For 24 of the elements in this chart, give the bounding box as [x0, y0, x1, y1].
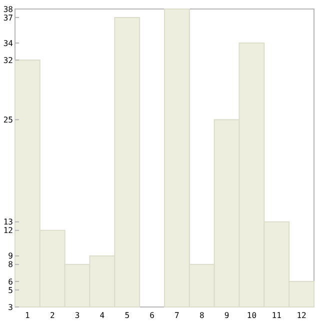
y-tick-label: 5 [8, 286, 14, 295]
x-tick-label: 9 [224, 311, 230, 320]
x-tick-label: 11 [272, 311, 282, 320]
y-tick-label: 12 [3, 226, 14, 236]
x-tick-label: 6 [150, 311, 155, 320]
y-tick-label: 34 [3, 38, 14, 48]
x-tick-label: 5 [124, 311, 130, 320]
y-tick-label: 32 [3, 56, 14, 65]
x-tick-label: 3 [74, 311, 80, 320]
x-tick-label: 1 [25, 311, 30, 320]
y-tick-label: 25 [3, 115, 14, 124]
y-tick-label: 37 [3, 13, 14, 22]
x-tick-label: 10 [246, 311, 257, 320]
x-tick-label: 8 [199, 311, 204, 320]
y-tick-label: 3 [8, 302, 14, 312]
y-tick-label: 6 [8, 277, 14, 286]
y-tick-label: 38 [3, 4, 14, 14]
y-tick-label: 9 [8, 252, 14, 261]
x-tick-label: 2 [50, 311, 55, 320]
x-tick-label: 12 [296, 311, 307, 320]
x-tick-label: 4 [100, 311, 105, 320]
y-tick-label: 8 [8, 260, 14, 270]
x-tick-label: 7 [174, 311, 180, 320]
y-tick-label: 13 [3, 218, 14, 227]
